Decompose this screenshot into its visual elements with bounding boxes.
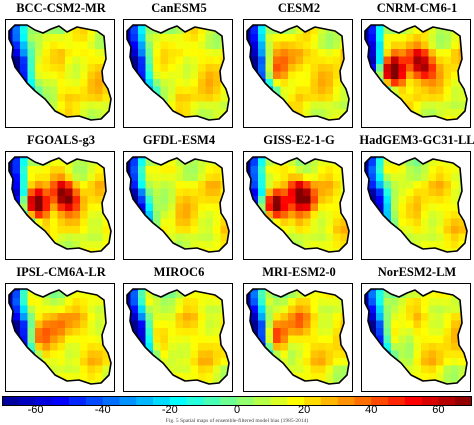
bias-map bbox=[123, 151, 233, 260]
colorbar-segment bbox=[102, 396, 120, 406]
colorbar-segment bbox=[371, 396, 389, 406]
bias-map bbox=[243, 283, 353, 392]
model-panels-grid: BCC-CSM2-MR CanESM5 CESM2 CNRM-CM6-1 FGOALS-… bbox=[2, 0, 474, 394]
map-panel-title: CESM2 bbox=[277, 1, 321, 15]
colorbar-tick-label: -40 bbox=[94, 404, 111, 416]
colorbar-segment bbox=[52, 396, 70, 406]
colorbar-segment bbox=[438, 396, 456, 406]
map-panel-title: MRI-ESM2-0 bbox=[262, 265, 336, 279]
map-panel-title: IPSL-CM6A-LR bbox=[16, 265, 106, 279]
map-panel-title: BCC-CSM2-MR bbox=[16, 1, 106, 15]
map-panel: MRI-ESM2-0 bbox=[240, 264, 358, 394]
colorbar-tick-label: 20 bbox=[298, 404, 311, 416]
colorbar-tick-label: -20 bbox=[161, 404, 178, 416]
colorbar-segment bbox=[136, 396, 154, 406]
colorbar-segment bbox=[421, 396, 439, 406]
colorbar-tick-label: -60 bbox=[27, 404, 44, 416]
colorbar-segment bbox=[237, 396, 255, 406]
country-border bbox=[246, 288, 350, 385]
figure-caption: Fig. 5 Spatial maps of ensemble-filtered… bbox=[165, 418, 309, 424]
map-panel: GISS-E2-1-G bbox=[240, 132, 358, 262]
map-panel-title: NorESM2-LM bbox=[377, 265, 457, 279]
country-border bbox=[126, 288, 230, 385]
colorbar-segment bbox=[388, 396, 406, 406]
bias-map bbox=[361, 151, 471, 260]
map-panel-title: GFDL-ESM4 bbox=[142, 133, 216, 147]
map-panel: BCC-CSM2-MR bbox=[2, 0, 120, 130]
colorbar-segment bbox=[2, 396, 20, 406]
country-border bbox=[364, 24, 468, 121]
map-panel: FGOALS-g3 bbox=[2, 132, 120, 262]
colorbar-segment bbox=[253, 396, 271, 406]
colorbar-segment bbox=[153, 396, 171, 406]
country-border bbox=[8, 24, 112, 121]
colorbar-frame bbox=[2, 396, 472, 406]
map-panel: CESM2 bbox=[240, 0, 358, 130]
colorbar-segment bbox=[119, 396, 137, 406]
country-border bbox=[8, 156, 112, 253]
map-panel: CanESM5 bbox=[120, 0, 238, 130]
colorbar-tick-label: 0 bbox=[233, 404, 241, 416]
map-panel: IPSL-CM6A-LR bbox=[2, 264, 120, 394]
colorbar-segment bbox=[304, 396, 322, 406]
bias-map bbox=[5, 283, 115, 392]
map-panel-title: HadGEM3-GC31-LL bbox=[359, 133, 474, 147]
colorbar bbox=[2, 393, 473, 406]
bias-map bbox=[5, 19, 115, 128]
map-panel-title: FGOALS-g3 bbox=[26, 133, 96, 147]
colorbar-segment bbox=[270, 396, 288, 406]
country-border bbox=[246, 156, 350, 253]
colorbar-segment bbox=[220, 396, 238, 406]
country-border bbox=[364, 288, 468, 385]
colorbar-segment bbox=[455, 396, 473, 406]
colorbar-segment bbox=[203, 396, 221, 406]
map-panel: HadGEM3-GC31-LL bbox=[358, 132, 474, 262]
bias-map bbox=[361, 283, 471, 392]
bias-map bbox=[123, 19, 233, 128]
colorbar-segment bbox=[169, 396, 187, 406]
colorbar-tick-labels: -60 -40 -20 0 20 40 60 bbox=[0, 404, 474, 418]
country-border bbox=[364, 156, 468, 253]
colorbar-tick-label: 40 bbox=[365, 404, 378, 416]
map-panel-title: GISS-E2-1-G bbox=[263, 133, 335, 147]
map-panel: GFDL-ESM4 bbox=[120, 132, 238, 262]
bias-map bbox=[361, 19, 471, 128]
colorbar-segment bbox=[69, 396, 87, 406]
colorbar-tick-label: 60 bbox=[432, 404, 445, 416]
country-border bbox=[246, 24, 350, 121]
map-panel: MIROC6 bbox=[120, 264, 238, 394]
colorbar-segment bbox=[35, 396, 53, 406]
bias-map bbox=[243, 19, 353, 128]
colorbar-segment bbox=[18, 396, 36, 406]
country-border bbox=[126, 156, 230, 253]
colorbar-segment bbox=[354, 396, 372, 406]
map-panel-title: CanESM5 bbox=[151, 1, 207, 15]
map-panel-title: MIROC6 bbox=[153, 265, 205, 279]
bias-grid-cells bbox=[127, 157, 229, 252]
colorbar-segment bbox=[85, 396, 104, 406]
bias-map bbox=[5, 151, 115, 260]
country-border bbox=[8, 288, 112, 385]
bias-map bbox=[123, 283, 233, 392]
colorbar-segment bbox=[287, 396, 305, 406]
country-border bbox=[126, 24, 230, 121]
map-panel: CNRM-CM6-1 bbox=[358, 0, 474, 130]
colorbar-segment bbox=[404, 396, 422, 406]
colorbar-segment bbox=[186, 396, 204, 406]
map-panel-title: CNRM-CM6-1 bbox=[376, 1, 458, 15]
bias-map bbox=[243, 151, 353, 260]
colorbar-segment bbox=[337, 396, 355, 406]
map-panel: NorESM2-LM bbox=[358, 264, 474, 394]
colorbar-segment bbox=[320, 396, 339, 406]
